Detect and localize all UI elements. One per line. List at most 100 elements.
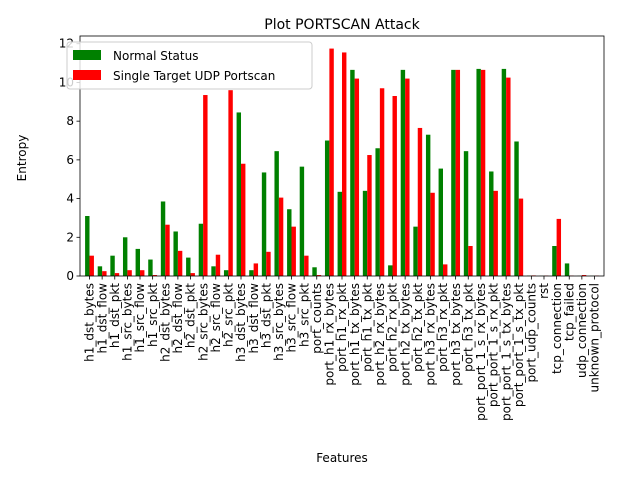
bar-normal-8: [186, 257, 191, 276]
bar-normal-32: [489, 171, 494, 276]
x-tick-label-20: port_h1_rx_pkt: [335, 283, 349, 372]
x-tick-label-17: h3_src_pkt: [297, 283, 311, 347]
bar-normal-2: [110, 255, 115, 276]
bar-attack-20: [342, 52, 347, 277]
bar-normal-15: [274, 151, 279, 276]
y-axis-label: Entropy: [15, 135, 29, 182]
x-tick-label-34: port_port_1_s_tx_pkt: [512, 283, 526, 407]
bar-normal-22: [362, 190, 368, 276]
bar-attack-32: [493, 190, 498, 276]
bar-normal-18: [312, 267, 317, 276]
legend-swatch-0: [73, 50, 101, 60]
bar-normal-1: [97, 266, 103, 276]
y-tick-label-8: 8: [66, 114, 74, 128]
bar-normal-34: [514, 141, 519, 276]
x-tick-label-3: h1_src_bytes: [121, 283, 135, 361]
x-tick-label-24: port_h2_rx_pkt: [386, 283, 400, 372]
bar-attack-33: [506, 77, 511, 276]
bar-attack-7: [177, 250, 183, 276]
bar-normal-16: [287, 209, 292, 276]
bar-attack-14: [266, 251, 271, 276]
x-tick-label-25: port_h2_tx_bytes: [398, 283, 412, 386]
bar-attack-11: [228, 90, 233, 276]
x-tick-label-19: port_h1_rx_bytes: [323, 283, 337, 386]
bar-attack-12: [241, 163, 246, 276]
x-tick-label-16: h3_src_flow: [285, 283, 299, 353]
x-tick-label-38: tcp_failed: [562, 283, 576, 341]
legend: Normal Status Single Target UDP Portscan: [66, 41, 313, 90]
bar-attack-0: [89, 255, 94, 276]
bar-attack-22: [367, 155, 372, 276]
x-tick-label-1: h1_dst_flow: [95, 283, 109, 354]
legend-label-1: Single Target UDP Portscan: [113, 69, 275, 83]
bar-attack-13: [253, 263, 259, 276]
bar-normal-38: [564, 263, 570, 276]
bar-normal-20: [337, 191, 342, 276]
x-tick-label-35: port_udp_counts: [525, 283, 539, 383]
bar-normal-13: [249, 270, 254, 276]
x-tick-label-30: port_h3_tx_pkt: [461, 283, 475, 372]
bar-normal-21: [350, 69, 355, 277]
bar-normal-25: [400, 69, 406, 277]
x-tick-label-39: udp_connection: [575, 283, 589, 378]
x-tick-label-40: unknown_protocol: [588, 283, 602, 392]
bar-normal-5: [148, 259, 153, 276]
x-tick-label-15: h3_src_bytes: [272, 283, 286, 361]
bar-attack-15: [278, 197, 284, 276]
bar-normal-29: [451, 69, 456, 277]
bar-attack-10: [215, 254, 221, 276]
bar-attack-25: [405, 78, 410, 276]
x-tick-label-31: port_port_1_s_rx_bytes: [474, 283, 488, 421]
bar-attack-21: [354, 78, 360, 276]
x-tick-label-14: h3_dst_pkt: [259, 283, 273, 348]
bar-attack-4: [140, 270, 145, 276]
bar-normal-7: [173, 231, 178, 276]
bar-attack-39: [581, 275, 587, 276]
bar-normal-14: [261, 172, 267, 276]
bar-normal-23: [375, 148, 380, 276]
x-tick-label-12: h3_dst_bytes: [234, 283, 248, 362]
bar-attack-9: [203, 95, 208, 276]
bar-attack-8: [190, 273, 195, 276]
bar-attack-27: [430, 192, 435, 276]
bar-attack-34: [518, 198, 524, 276]
bar-attack-19: [329, 48, 334, 276]
x-tick-label-11: h2_src_pkt: [222, 283, 236, 347]
bar-attack-18: [316, 275, 322, 276]
x-tick-label-23: port_h2_rx_bytes: [373, 283, 387, 386]
bar-normal-24: [388, 265, 393, 276]
bar-attack-30: [468, 246, 473, 276]
y-tick-label-6: 6: [66, 153, 74, 167]
bar-attack-37: [556, 218, 562, 276]
bar-attack-23: [379, 88, 385, 276]
bar-attack-16: [291, 226, 296, 276]
x-tick-label-29: port_h3_tx_bytes: [449, 283, 463, 386]
bar-normal-31: [476, 68, 481, 277]
bar-normal-19: [324, 140, 330, 276]
bar-normal-26: [413, 226, 418, 276]
legend-box: [66, 41, 313, 90]
bar-attack-1: [102, 271, 107, 276]
bar-normal-11: [223, 270, 229, 276]
x-tick-label-10: h2_src_flow: [209, 283, 223, 353]
x-tick-label-13: h3_dst_flow: [247, 283, 261, 354]
bar-normal-27: [425, 134, 431, 276]
x-tick-label-26: port_h2_tx_pkt: [411, 283, 425, 372]
bar-normal-6: [160, 201, 166, 276]
bar-normal-10: [211, 266, 216, 276]
bar-normal-30: [463, 151, 469, 276]
bar-attack-31: [480, 69, 486, 277]
x-tick-label-9: h2_src_bytes: [196, 283, 210, 361]
x-tick-label-7: h2_dst_flow: [171, 283, 185, 354]
x-tick-label-4: h1_src_flow: [133, 283, 147, 353]
bar-normal-12: [236, 112, 242, 276]
x-tick-label-37: tcp_connection: [550, 283, 564, 374]
bar-normal-0: [85, 216, 90, 276]
legend-label-0: Normal Status: [113, 49, 198, 63]
bar-attack-17: [304, 255, 309, 276]
x-tick-label-21: port_h1_tx_bytes: [348, 283, 362, 386]
bar-attack-6: [165, 224, 170, 276]
bar-normal-4: [135, 248, 141, 276]
x-tick-label-18: port_counts: [310, 283, 324, 354]
